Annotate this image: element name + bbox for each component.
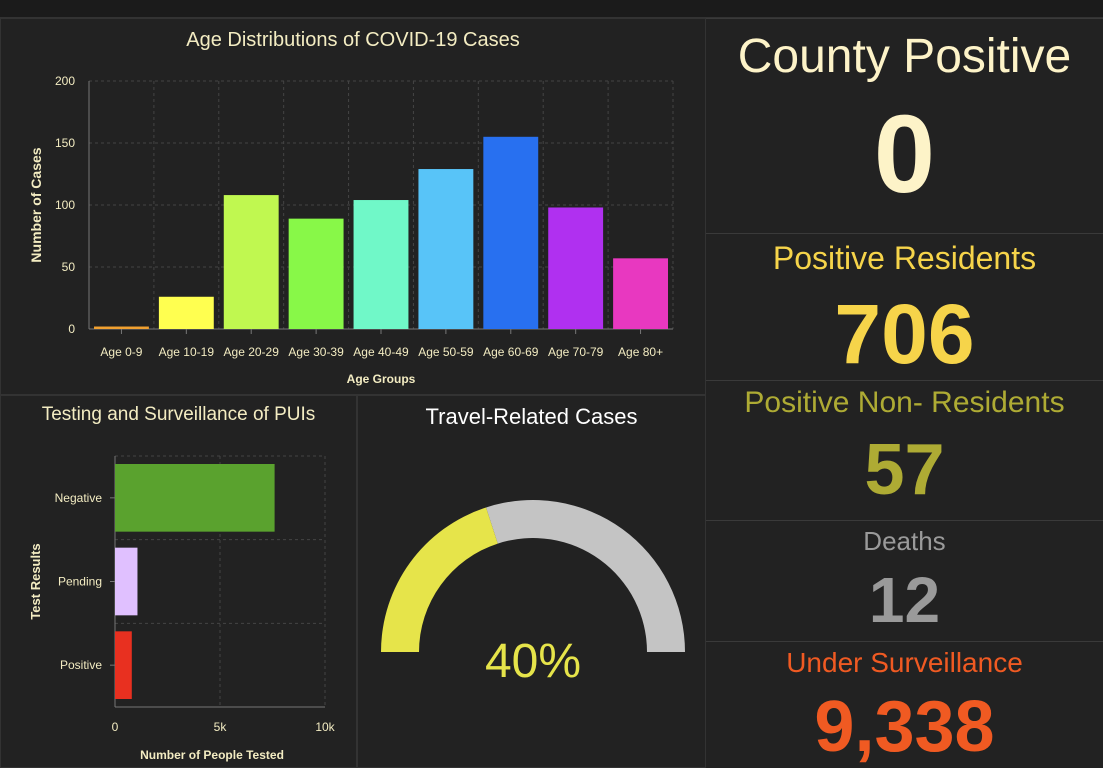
gauge-track	[486, 500, 685, 652]
y-tick-label: 150	[55, 136, 75, 150]
age-distribution-chart: 0 50 100 150 200 Age 0-9 Age 10-19 Age 20-29 Age…	[28, 74, 674, 386]
x-tick-label: 10k	[315, 720, 335, 734]
gauge-value-label: 40%	[485, 635, 581, 688]
gauge-fill	[381, 507, 498, 652]
x-tick-label: Age 50-59	[418, 345, 474, 359]
indicator-label: Under Surveillance	[786, 647, 1023, 678]
travel-chart-title: Travel-Related Cases	[425, 404, 638, 429]
x-tick-label: Age 20-29	[224, 345, 280, 359]
y-tick-label: 0	[68, 322, 75, 336]
y-tick-label: 100	[55, 198, 75, 212]
x-tick-label: Age 70-79	[548, 345, 604, 359]
x-tick-label: Age 40-49	[353, 345, 409, 359]
travel-gauge: 40%	[381, 500, 685, 688]
testing-panel: Testing and Surveillance of PUIs 0 5k 10k N…	[0, 395, 357, 768]
x-axis-label: Number of People Tested	[140, 748, 284, 762]
indicator-deaths: Deaths 12	[706, 520, 1103, 641]
bar-age-70-79	[548, 207, 604, 329]
indicator-positive-residents: Positive Residents 706	[706, 233, 1103, 381]
indicator-value: 706	[834, 287, 975, 381]
top-bar	[0, 0, 1103, 18]
indicator-label: County Positive	[737, 30, 1072, 83]
bar-pending	[115, 547, 138, 616]
x-tick-label: 0	[112, 720, 119, 734]
bar-age-40-49	[353, 200, 409, 329]
y-axis-label: Number of Cases	[28, 147, 44, 262]
bar-age-20-29	[223, 195, 279, 329]
bar-age-50-59	[418, 169, 474, 329]
y-tick-label: 50	[62, 260, 76, 274]
indicator-county-positive: County Positive 0	[706, 18, 1103, 233]
indicator-label: Positive Non- Residents	[744, 386, 1065, 419]
indicator-value: 9,338	[814, 687, 995, 767]
indicator-label: Positive Residents	[772, 240, 1037, 276]
bar-negative	[115, 464, 275, 532]
bar-positive	[115, 631, 132, 699]
x-tick-label: Age 0-9	[100, 345, 142, 359]
bar-age-60-69	[483, 136, 539, 329]
x-tick-label: 5k	[214, 720, 228, 734]
bar-age-0-9	[94, 326, 149, 329]
y-tick-label: Positive	[60, 658, 102, 672]
testing-chart: 0 5k 10k Negative Pending Positive Number of P…	[28, 455, 336, 762]
age-distribution-panel: Age Distributions of COVID-19 Cases 0 50 1…	[0, 18, 706, 395]
bar-age-10-19	[158, 296, 214, 329]
indicator-under-surveillance: Under Surveillance 9,338	[706, 641, 1103, 768]
x-tick-label: Age 10-19	[159, 345, 215, 359]
y-tick-label: 200	[55, 74, 75, 88]
x-tick-label: Age 60-69	[483, 345, 539, 359]
indicator-positive-non-residents: Positive Non- Residents 57	[706, 380, 1103, 520]
bar-age-80-	[613, 258, 668, 329]
y-tick-label: Negative	[55, 491, 103, 505]
testing-chart-title: Testing and Surveillance of PUIs	[41, 404, 316, 425]
y-tick-label: Pending	[58, 575, 102, 589]
travel-panel: Travel-Related Cases 40%	[357, 395, 706, 768]
age-chart-title: Age Distributions of COVID-19 Cases	[186, 29, 520, 51]
x-tick-label: Age 30-39	[288, 345, 344, 359]
y-axis-label: Test Results	[28, 543, 43, 619]
x-axis-label: Age Groups	[347, 372, 416, 386]
indicator-value: 12	[868, 564, 941, 636]
bar-age-30-39	[288, 218, 344, 329]
indicator-value: 57	[864, 430, 945, 510]
indicator-label: Deaths	[863, 526, 946, 556]
x-tick-label: Age 80+	[618, 345, 663, 359]
indicator-value: 0	[873, 93, 936, 216]
